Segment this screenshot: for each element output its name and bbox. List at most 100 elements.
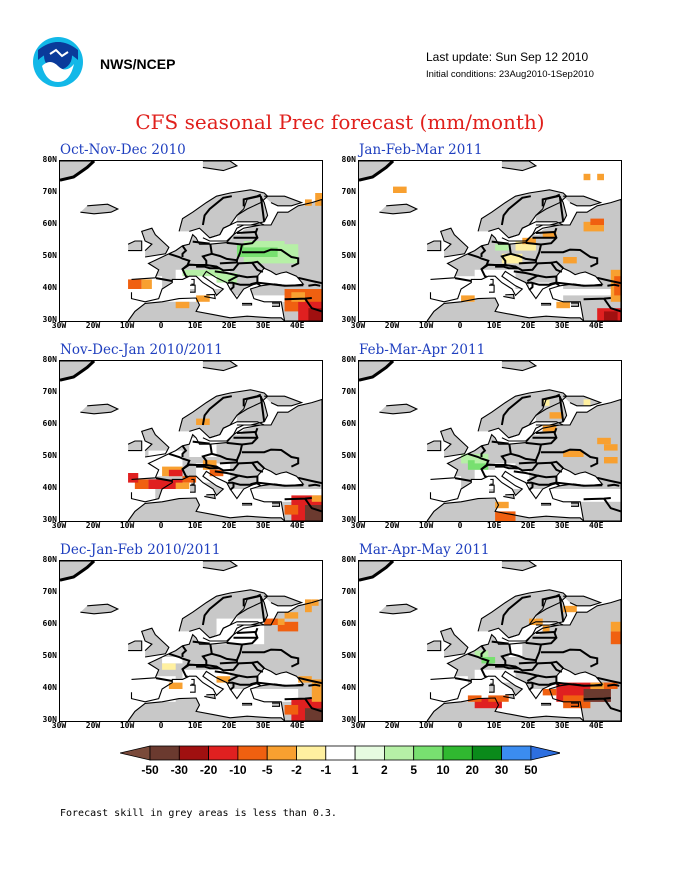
coastline <box>429 398 621 521</box>
anomaly-cell <box>284 705 299 715</box>
colorbar-tick-label: 30 <box>494 763 509 777</box>
coastline <box>501 621 564 642</box>
page-title: CFS seasonal Prec forecast (mm/month) <box>135 110 545 134</box>
sea-region <box>529 425 560 443</box>
country-border <box>297 476 322 485</box>
anomaly-cell <box>603 444 618 451</box>
country-border <box>518 260 537 265</box>
footnote: Forecast skill in grey areas is less tha… <box>60 808 337 819</box>
coastline <box>490 278 494 285</box>
colorbar-tick-label: -2 <box>291 763 302 777</box>
land-region <box>128 241 142 251</box>
lat-tick-label: 50N <box>42 251 57 260</box>
country-border <box>607 483 620 487</box>
country-border <box>252 460 265 469</box>
coastline <box>140 427 170 458</box>
country-border <box>535 631 555 634</box>
country-border <box>181 644 213 671</box>
coastline <box>127 497 285 521</box>
coastline <box>426 240 442 252</box>
land-region <box>128 498 322 521</box>
anomaly-cell <box>597 173 604 181</box>
country-border <box>558 596 565 622</box>
country-border <box>308 483 321 487</box>
anomaly-cell <box>162 663 176 670</box>
land-region <box>179 389 268 438</box>
country-border <box>541 648 599 668</box>
country-border <box>515 261 563 273</box>
coastline <box>264 195 304 207</box>
anomaly-cell <box>148 479 183 489</box>
country-border <box>480 644 512 671</box>
lat-tick-label: 40N <box>42 283 57 292</box>
country-border <box>252 260 265 269</box>
coastline <box>140 227 170 258</box>
land-region <box>60 361 94 381</box>
coastline <box>264 595 304 607</box>
coastline <box>541 302 552 306</box>
anomaly-cell <box>277 247 299 257</box>
anomaly-cell <box>393 186 407 193</box>
anomaly-cell <box>175 301 190 309</box>
coastline <box>190 484 196 493</box>
anomaly-cell <box>304 199 312 206</box>
anomaly-cell <box>284 612 299 619</box>
coastline <box>571 702 580 707</box>
lon-tick-label: 0 <box>158 321 164 330</box>
country-border <box>596 476 621 485</box>
anomaly-cell <box>583 221 604 232</box>
country-border <box>155 677 173 682</box>
country-border <box>518 660 537 665</box>
lat-tick-label: 50N <box>42 451 57 460</box>
country-border <box>242 648 300 668</box>
forecast-map-5 <box>59 560 323 722</box>
lat-tick-label: 30N <box>341 315 356 324</box>
map-canvas <box>60 561 322 721</box>
sea-region <box>257 468 304 486</box>
lat-tick-label: 40N <box>42 483 57 492</box>
coastline <box>379 403 419 415</box>
coastline <box>379 203 419 215</box>
anomaly-cell <box>277 621 299 632</box>
country-border <box>491 240 509 245</box>
country-border <box>229 682 235 691</box>
colorbar-right-arrow <box>530 745 560 761</box>
anomaly-cell <box>216 676 231 683</box>
coastline <box>236 595 269 626</box>
country-border <box>603 298 621 313</box>
country-border <box>596 276 621 285</box>
anomaly-cell <box>182 476 197 483</box>
country-border <box>201 395 232 426</box>
country-border <box>216 461 264 473</box>
greenland-coast <box>60 561 96 582</box>
colorbar-tick-label: -30 <box>170 763 188 777</box>
country-border <box>518 460 537 465</box>
sea-region <box>529 225 560 243</box>
anomaly-cell <box>556 301 570 309</box>
panel-title: Mar-Apr-May 2011 <box>359 542 490 558</box>
colorbar-left-arrow <box>120 745 151 761</box>
country-border <box>603 698 621 713</box>
lon-tick-label: 40E <box>588 321 604 330</box>
greenland-coast <box>359 161 395 182</box>
land-region <box>379 604 417 614</box>
colorbar-swatch <box>325 745 356 761</box>
anomaly-cell <box>583 173 591 181</box>
anomaly-cell <box>583 399 591 406</box>
lon-tick-label: 10W <box>119 521 135 530</box>
lon-tick-label: 30W <box>51 721 67 730</box>
colorbar-swatch <box>296 745 327 761</box>
anomaly-cell <box>501 253 523 264</box>
country-border <box>259 196 266 222</box>
country-border <box>551 260 564 269</box>
anomaly-cell <box>284 505 299 515</box>
lon-tick-label: 30E <box>255 321 271 330</box>
anomaly-cell <box>467 695 482 702</box>
country-border <box>513 270 541 282</box>
land-region <box>60 161 94 181</box>
sea-region <box>257 268 304 286</box>
country-border <box>541 448 599 468</box>
lat-tick-label: 70N <box>42 587 57 596</box>
country-border <box>214 670 242 682</box>
lon-tick-label: 10W <box>418 721 434 730</box>
